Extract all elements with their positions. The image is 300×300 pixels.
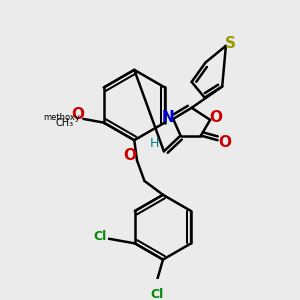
Text: Cl: Cl [151, 288, 164, 300]
Text: S: S [225, 35, 236, 50]
Text: O: O [209, 110, 222, 124]
Text: O: O [71, 107, 84, 122]
Text: Cl: Cl [93, 230, 106, 243]
Text: O: O [123, 148, 136, 164]
Text: H: H [150, 137, 159, 150]
Text: N: N [161, 110, 174, 124]
Text: methoxy: methoxy [43, 112, 80, 122]
Text: CH₃: CH₃ [56, 118, 74, 128]
Text: O: O [218, 135, 232, 150]
